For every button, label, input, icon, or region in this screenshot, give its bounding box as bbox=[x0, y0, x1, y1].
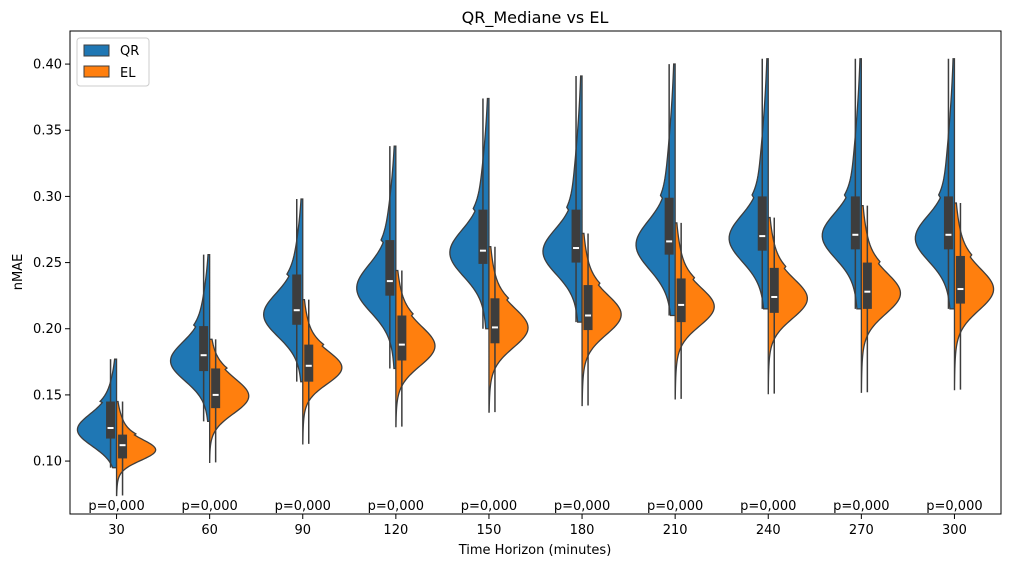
plot-frame bbox=[69, 30, 1002, 515]
iqr-box-el-180 bbox=[583, 285, 593, 331]
iqr-box-el-150 bbox=[490, 298, 500, 344]
y-tick-label-0.35: 0.35 bbox=[33, 124, 62, 139]
iqr-box-qr-30 bbox=[106, 401, 116, 439]
violin-qr-30 bbox=[76, 358, 118, 469]
iqr-box-el-300 bbox=[955, 255, 965, 304]
iqr-box-qr-150 bbox=[478, 209, 488, 264]
x-tick-label-90: 90 bbox=[294, 523, 311, 538]
plot-area: p=0,000 p=0,000 p=0,000 p=0,000 p=0,000 p=0,0… bbox=[76, 58, 995, 514]
iqr-box-qr-270 bbox=[850, 196, 860, 250]
x-tick-label-210: 210 bbox=[663, 523, 688, 538]
iqr-box-qr-240 bbox=[757, 196, 767, 251]
p-value-label-300: p=0,000 bbox=[926, 499, 982, 514]
legend-swatch-qr bbox=[83, 44, 110, 57]
y-tick-label-0.10: 0.10 bbox=[33, 455, 62, 470]
iqr-box-qr-60 bbox=[199, 326, 209, 372]
iqr-box-qr-210 bbox=[664, 197, 674, 255]
x-tick-label-300: 300 bbox=[942, 523, 967, 538]
x-tick-label-150: 150 bbox=[477, 523, 502, 538]
violin-qr-150 bbox=[449, 97, 490, 330]
p-value-label-90: p=0,000 bbox=[275, 499, 331, 514]
iqr-box-qr-120 bbox=[385, 240, 395, 296]
x-tick-label-270: 270 bbox=[849, 523, 874, 538]
y-tick-label-0.25: 0.25 bbox=[33, 256, 62, 271]
p-value-label-240: p=0,000 bbox=[740, 499, 796, 514]
y-tick-label-0.40: 0.40 bbox=[33, 58, 62, 73]
p-value-label-270: p=0,000 bbox=[833, 499, 889, 514]
p-value-label-60: p=0,000 bbox=[181, 499, 237, 514]
iqr-box-qr-180 bbox=[571, 209, 581, 263]
x-tick-label-30: 30 bbox=[108, 523, 125, 538]
violin-qr-120 bbox=[356, 145, 397, 370]
y-tick-label-0.15: 0.15 bbox=[33, 388, 62, 403]
iqr-box-el-270 bbox=[862, 262, 872, 309]
p-value-label-120: p=0,000 bbox=[368, 499, 424, 514]
iqr-box-el-60 bbox=[211, 368, 221, 409]
p-value-label-150: p=0,000 bbox=[461, 499, 517, 514]
y-axis-label: nMAE bbox=[11, 254, 26, 291]
legend-swatch-el bbox=[83, 65, 110, 78]
iqr-box-qr-300 bbox=[943, 196, 953, 250]
x-tick-label-60: 60 bbox=[201, 523, 218, 538]
legend: QR EL bbox=[76, 37, 150, 87]
violin-el-30 bbox=[115, 400, 157, 497]
chart-title: QR_Mediane vs EL bbox=[462, 8, 609, 28]
iqr-box-el-210 bbox=[676, 278, 686, 323]
x-tick-label-240: 240 bbox=[756, 523, 781, 538]
p-value-label-180: p=0,000 bbox=[554, 499, 610, 514]
legend-label-qr: QR bbox=[120, 44, 139, 59]
y-tick-label-0.20: 0.20 bbox=[33, 322, 62, 337]
iqr-box-el-90 bbox=[304, 344, 314, 382]
iqr-box-qr-90 bbox=[292, 274, 302, 325]
legend-label-el: EL bbox=[120, 66, 136, 81]
iqr-box-el-240 bbox=[769, 267, 779, 313]
x-tick-label-180: 180 bbox=[570, 523, 595, 538]
iqr-box-el-30 bbox=[118, 434, 128, 459]
violin-qr-90 bbox=[262, 198, 304, 383]
x-tick-label-120: 120 bbox=[383, 523, 408, 538]
iqr-box-el-120 bbox=[397, 315, 407, 361]
violin-qr-60 bbox=[169, 253, 211, 423]
p-value-label-30: p=0,000 bbox=[88, 499, 144, 514]
axes: 30 60 90 120 150 180 210 240 270 300 0.10 0.15 0.20 0… bbox=[33, 58, 967, 538]
y-tick-label-0.30: 0.30 bbox=[33, 190, 62, 205]
x-axis-label: Time Horizon (minutes) bbox=[458, 543, 612, 558]
p-value-label-210: p=0,000 bbox=[647, 499, 703, 514]
